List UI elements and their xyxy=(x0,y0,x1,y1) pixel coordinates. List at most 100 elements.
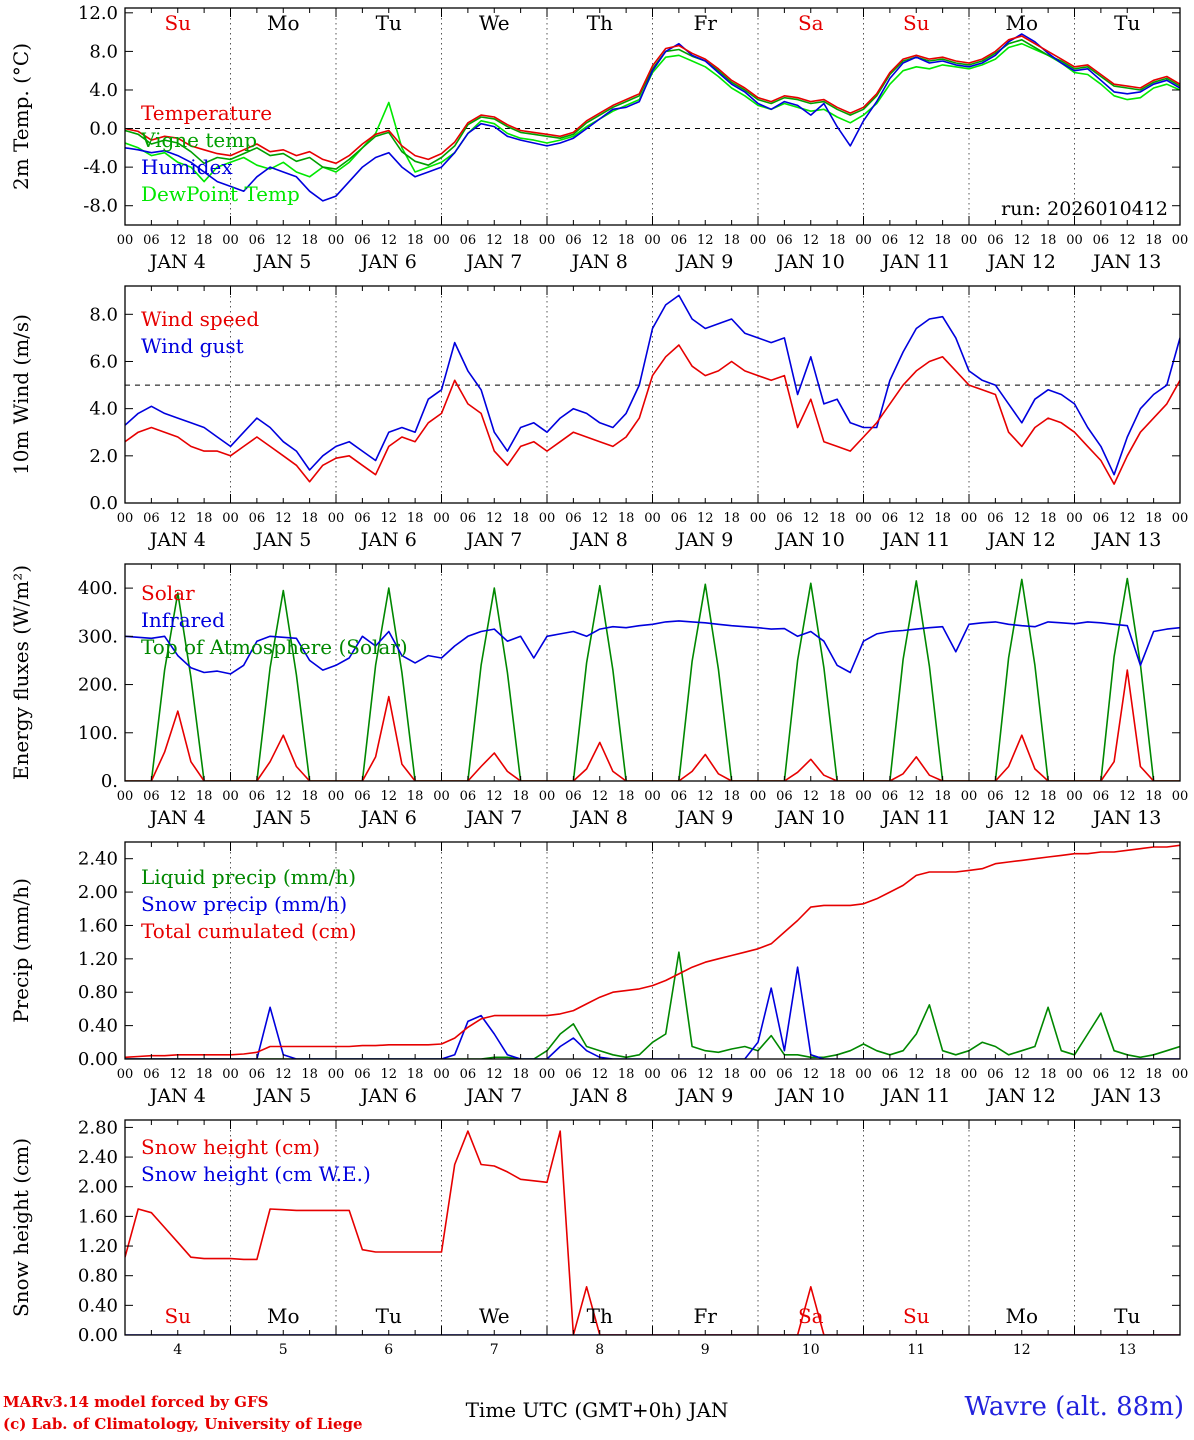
hour-tick-label: 00 xyxy=(433,789,450,804)
date-label: JAN 5 xyxy=(253,1085,311,1107)
hour-tick-label: 06 xyxy=(987,1067,1004,1082)
weekday-label: We xyxy=(479,1304,510,1328)
hour-tick-label: 12 xyxy=(1013,1067,1030,1082)
hour-tick-label: 18 xyxy=(301,233,318,248)
hour-tick-label: 06 xyxy=(143,1067,160,1082)
hour-tick-label: 06 xyxy=(1093,511,1110,526)
y-tick-label: 400. xyxy=(78,578,118,599)
date-label: JAN 6 xyxy=(359,251,417,273)
hour-tick-label: 18 xyxy=(407,233,424,248)
model-credit-line2: (c) Lab. of Climatology, University of L… xyxy=(3,1414,363,1433)
weekday-label: Th xyxy=(587,11,613,35)
date-label: JAN 9 xyxy=(675,251,733,273)
hour-tick-label: 12 xyxy=(380,233,397,248)
model-credit: MARv3.14 model forced by GFS (c) Lab. of… xyxy=(3,1392,363,1436)
y-tick-label: 6.0 xyxy=(89,351,118,372)
y-tick-label: 4.0 xyxy=(89,399,118,420)
date-label: JAN 11 xyxy=(880,251,950,273)
hour-tick-label: 12 xyxy=(275,789,292,804)
weekday-label: Tu xyxy=(376,11,402,35)
legend-label: Solar xyxy=(141,581,195,605)
date-label: JAN 6 xyxy=(359,1085,417,1107)
y-tick-label: 0.00 xyxy=(78,1325,118,1346)
hour-tick-label: 12 xyxy=(169,789,186,804)
hour-tick-label: 18 xyxy=(1040,511,1057,526)
hour-tick-label: 06 xyxy=(354,511,371,526)
y-tick-label: 0.0 xyxy=(89,493,118,514)
day-number-label: 11 xyxy=(907,1342,925,1358)
hour-tick-label: 06 xyxy=(882,789,899,804)
y-tick-label: 2.0 xyxy=(89,446,118,467)
hour-tick-label: 12 xyxy=(802,511,819,526)
date-label: JAN 7 xyxy=(464,251,522,273)
y-tick-label: 0.40 xyxy=(78,1016,118,1037)
legend-label: Temperature xyxy=(141,101,272,125)
hour-tick-label: 00 xyxy=(328,511,345,526)
hour-tick-label: 06 xyxy=(882,1067,899,1082)
hour-tick-label: 06 xyxy=(143,789,160,804)
hour-tick-label: 00 xyxy=(961,233,978,248)
model-credit-line1: MARv3.14 model forced by GFS xyxy=(3,1393,269,1411)
weekday-label: Mo xyxy=(1005,1304,1038,1328)
hour-tick-label: 06 xyxy=(143,233,160,248)
hour-tick-label: 00 xyxy=(750,233,767,248)
y-tick-label: 0.00 xyxy=(78,1049,118,1070)
hour-tick-label: 18 xyxy=(934,789,951,804)
hour-tick-label: 18 xyxy=(301,511,318,526)
hour-tick-label: 00 xyxy=(117,233,134,248)
hour-tick-label: 18 xyxy=(618,511,635,526)
hour-tick-label: 06 xyxy=(671,511,688,526)
y-axis-title: Precip (mm/h) xyxy=(9,878,33,1023)
y-tick-label: 300. xyxy=(78,626,118,647)
hour-tick-label: 00 xyxy=(433,511,450,526)
hour-tick-label: 18 xyxy=(829,1067,846,1082)
hour-tick-label: 00 xyxy=(750,1067,767,1082)
hour-tick-label: 12 xyxy=(486,1067,503,1082)
date-label: JAN 5 xyxy=(253,807,311,829)
series-total-cumulated xyxy=(125,844,1180,1059)
hour-tick-label: 18 xyxy=(196,789,213,804)
weekday-label: Th xyxy=(587,1304,613,1328)
y-tick-label: 8.0 xyxy=(89,41,118,62)
hour-tick-label: 12 xyxy=(1119,233,1136,248)
y-axis-title: 2m Temp. (°C) xyxy=(9,43,33,190)
hour-tick-label: 06 xyxy=(460,233,477,248)
y-tick-label: 1.60 xyxy=(78,1206,118,1227)
hour-tick-label: 00 xyxy=(1066,1067,1083,1082)
hour-tick-label: 06 xyxy=(987,789,1004,804)
y-tick-label: 2.00 xyxy=(78,882,118,903)
panel-temperature: 12.0 8.0 4.0 0.0 -4.0 -8.0 2m Temp. (°C) Temper… xyxy=(9,3,1188,273)
hour-tick-label: 18 xyxy=(829,233,846,248)
hour-tick-label: 12 xyxy=(486,233,503,248)
hour-tick-label: 18 xyxy=(1145,789,1162,804)
hour-tick-label: 06 xyxy=(249,789,266,804)
hour-tick-label: 06 xyxy=(1093,789,1110,804)
hour-tick-label: 18 xyxy=(934,233,951,248)
hour-tick-label: 00 xyxy=(222,789,239,804)
hour-tick-label: 12 xyxy=(1119,1067,1136,1082)
hour-tick-label: 18 xyxy=(512,789,529,804)
x-axis-title: Time UTC (GMT+0h) JAN xyxy=(465,1398,729,1422)
hour-tick-label: 00 xyxy=(328,1067,345,1082)
hour-tick-label: 18 xyxy=(1145,233,1162,248)
date-label: JAN 5 xyxy=(253,529,311,551)
hour-tick-label: 00 xyxy=(644,1067,661,1082)
date-label: JAN 8 xyxy=(570,251,628,273)
weekday-label: Su xyxy=(903,1304,930,1328)
hour-tick-label: 06 xyxy=(460,789,477,804)
hour-tick-label: 06 xyxy=(671,1067,688,1082)
hour-tick-label: 06 xyxy=(987,511,1004,526)
hour-tick-label: 00 xyxy=(222,511,239,526)
legend-label: Top of Atmosphere (Solar) xyxy=(141,635,408,659)
day-number-label: 5 xyxy=(279,1342,288,1358)
series-snow-height xyxy=(125,1130,1180,1335)
day-number-label: 13 xyxy=(1118,1342,1136,1358)
day-number-label: 6 xyxy=(384,1342,393,1358)
hour-tick-label: 00 xyxy=(117,511,134,526)
hour-tick-label: 00 xyxy=(961,789,978,804)
hour-tick-label: 12 xyxy=(591,1067,608,1082)
hour-tick-label: 00 xyxy=(855,1067,872,1082)
date-label: JAN 7 xyxy=(464,529,522,551)
hour-tick-label: 18 xyxy=(723,1067,740,1082)
day-number-label: 4 xyxy=(173,1342,182,1358)
